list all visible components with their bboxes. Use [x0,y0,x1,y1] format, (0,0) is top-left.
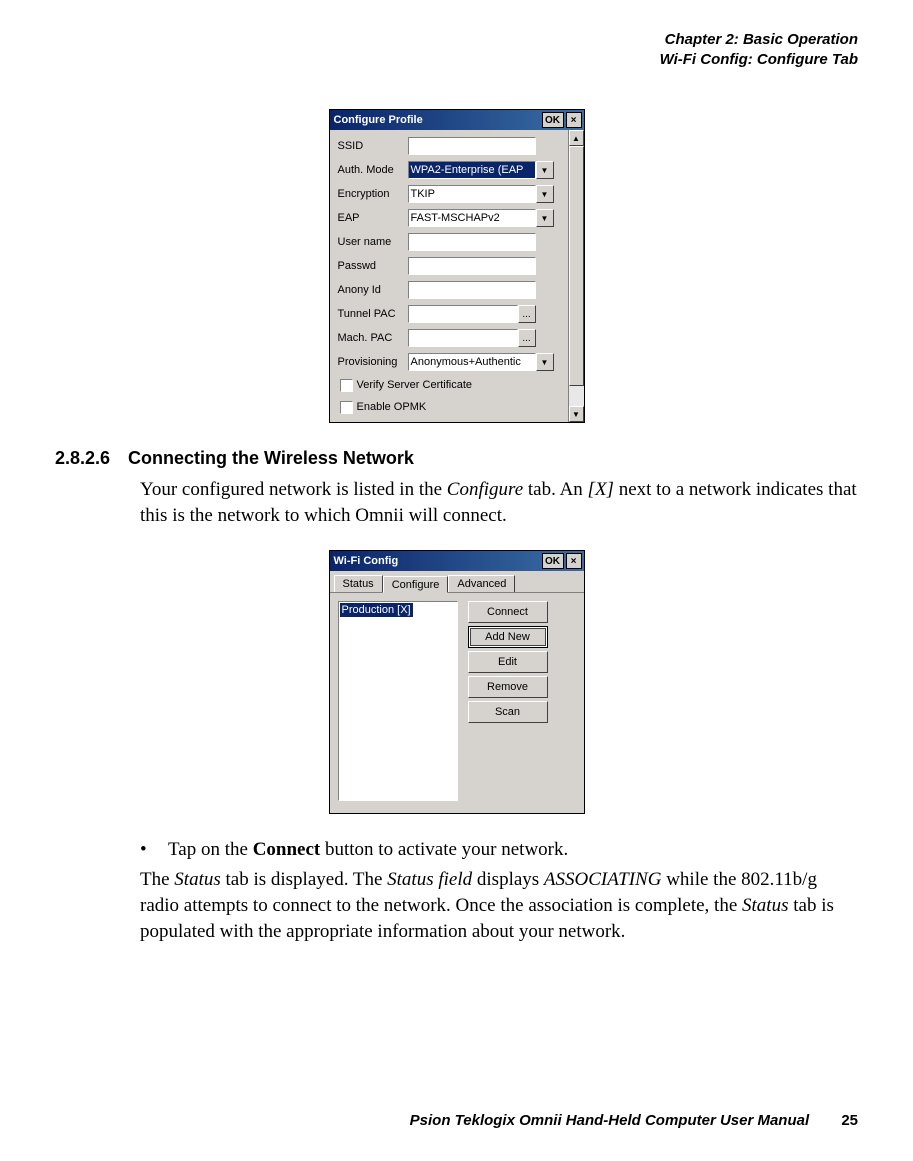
configure-profile-dialog: Configure Profile OK × ▲ ▼ SSID Auth. Mo… [329,109,585,423]
header-line2: Wi-Fi Config: Configure Tab [55,50,858,70]
eap-select[interactable]: FAST-MSCHAPv2 [408,209,536,227]
dialog2-button-column: Connect Add New Edit Remove Scan [468,601,548,805]
enc-label: Encryption [338,188,408,200]
enc-dropdown-icon[interactable]: ▼ [536,185,554,203]
dialog1-body: ▲ ▼ SSID Auth. Mode WPA2-Enterprise (EAP… [330,130,584,422]
scroll-down-icon[interactable]: ▼ [569,406,584,422]
dialog1-close-button[interactable]: × [566,112,582,128]
dialog1-scrollbar[interactable]: ▲ ▼ [568,130,584,422]
dialog2-tabbar: Status Configure Advanced [330,571,584,593]
dialog2-ok-button[interactable]: OK [542,553,564,569]
tunnel-input[interactable] [408,305,518,323]
anony-row: Anony Id [338,280,564,300]
opmk-row: Enable OPMK [338,398,564,416]
eap-row: EAP FAST-MSCHAPv2 ▼ [338,208,564,228]
enc-select[interactable]: TKIP [408,185,536,203]
anony-label: Anony Id [338,284,408,296]
bullet-text: Tap on the Connect button to activate yo… [168,839,568,861]
auth-label: Auth. Mode [338,164,408,176]
connect-button[interactable]: Connect [468,601,548,623]
footer-text: Psion Teklogix Omnii Hand-Held Computer … [410,1112,810,1129]
network-list-item[interactable]: Production [X] [340,603,413,617]
auth-select[interactable]: WPA2-Enterprise (EAP [408,161,536,179]
scroll-up-icon[interactable]: ▲ [569,130,584,146]
dialog2-titlebar: Wi-Fi Config OK × [330,551,584,571]
dialog2-title: Wi-Fi Config [334,555,542,567]
anony-input[interactable] [408,281,536,299]
remove-button[interactable]: Remove [468,676,548,698]
opmk-label: Enable OPMK [357,401,427,413]
eap-label: EAP [338,212,408,224]
page-footer: Psion Teklogix Omnii Hand-Held Computer … [410,1112,858,1129]
page-number: 25 [841,1112,858,1129]
pwd-input[interactable] [408,257,536,275]
tab-advanced[interactable]: Advanced [448,575,515,592]
mach-browse-button[interactable]: ... [518,329,536,347]
scan-button[interactable]: Scan [468,701,548,723]
eap-dropdown-icon[interactable]: ▼ [536,209,554,227]
prov-label: Provisioning [338,356,408,368]
scroll-thumb[interactable] [569,146,584,386]
tab-configure[interactable]: Configure [383,576,449,593]
dialog1-title: Configure Profile [334,114,542,126]
pwd-row: Passwd [338,256,564,276]
verify-row: Verify Server Certificate [338,376,564,394]
verify-checkbox[interactable] [340,379,353,392]
auth-row: Auth. Mode WPA2-Enterprise (EAP ▼ [338,160,564,180]
user-row: User name [338,232,564,252]
verify-label: Verify Server Certificate [357,379,473,391]
dialog1-ok-button[interactable]: OK [542,112,564,128]
section-title: Connecting the Wireless Network [128,448,414,468]
dialog2-close-button[interactable]: × [566,553,582,569]
prov-dropdown-icon[interactable]: ▼ [536,353,554,371]
scroll-track[interactable] [569,146,584,406]
section-number: 2.8.2.6 [55,448,110,468]
ssid-label: SSID [338,140,408,152]
wifi-config-figure: Wi-Fi Config OK × Status Configure Advan… [55,550,858,814]
section-para1: Your configured network is listed in the… [140,477,858,528]
auth-dropdown-icon[interactable]: ▼ [536,161,554,179]
ssid-row: SSID [338,136,564,156]
section-para2: The Status tab is displayed. The Status … [140,867,858,944]
opmk-checkbox[interactable] [340,401,353,414]
tab-status[interactable]: Status [334,575,383,592]
user-input[interactable] [408,233,536,251]
dialog1-titlebar: Configure Profile OK × [330,110,584,130]
ssid-input[interactable] [408,137,536,155]
add-new-button[interactable]: Add New [468,626,548,648]
header-line1: Chapter 2: Basic Operation [55,30,858,50]
tunnel-browse-button[interactable]: ... [518,305,536,323]
bullet-marker: • [140,839,168,861]
dialog2-tabcontent: Production [X] Connect Add New Edit Remo… [330,593,584,813]
prov-row: Provisioning Anonymous+Authentic ▼ [338,352,564,372]
wifi-config-dialog: Wi-Fi Config OK × Status Configure Advan… [329,550,585,814]
tunnel-label: Tunnel PAC [338,308,408,320]
page-header: Chapter 2: Basic Operation Wi-Fi Config:… [55,30,858,69]
pwd-label: Passwd [338,260,408,272]
section-heading: 2.8.2.6 Connecting the Wireless Network [55,448,858,469]
edit-button[interactable]: Edit [468,651,548,673]
mach-label: Mach. PAC [338,332,408,344]
prov-select[interactable]: Anonymous+Authentic [408,353,536,371]
tunnel-row: Tunnel PAC ... [338,304,564,324]
mach-input[interactable] [408,329,518,347]
user-label: User name [338,236,408,248]
bullet-connect: • Tap on the Connect button to activate … [140,839,858,861]
mach-row: Mach. PAC ... [338,328,564,348]
configure-profile-figure: Configure Profile OK × ▲ ▼ SSID Auth. Mo… [55,109,858,423]
network-listbox[interactable]: Production [X] [338,601,458,801]
enc-row: Encryption TKIP ▼ [338,184,564,204]
